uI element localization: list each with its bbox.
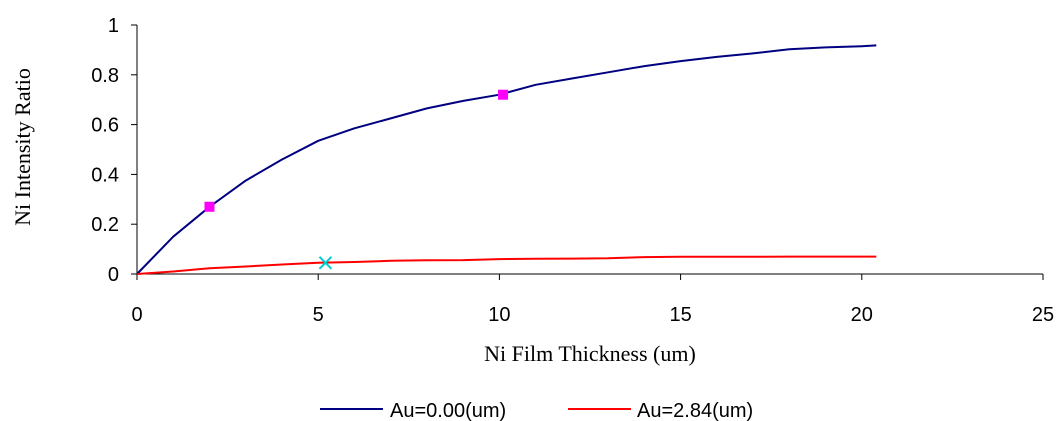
x-axis-title: Ni Film Thickness (um) (484, 341, 696, 366)
x-tick-label: 5 (313, 304, 324, 326)
x-tick-label: 20 (851, 304, 873, 326)
legend: Au=0.00(um) Au=2.84(um) (320, 400, 753, 421)
y-tick-label: 0.6 (91, 115, 119, 137)
y-tick-label: 1 (108, 15, 119, 37)
x-tick-label: 10 (488, 304, 510, 326)
x-ticks: 0 5 10 15 20 25 (131, 274, 1054, 326)
y-tick-label: 0.4 (91, 164, 119, 186)
data-marker-cross (318, 256, 333, 270)
series-line-0 (136, 44, 877, 275)
y-tick-label: 0.2 (91, 214, 119, 236)
x-tick-label: 0 (131, 304, 142, 326)
y-tick-label: 0.8 (91, 65, 119, 87)
series-line-1 (136, 255, 877, 275)
series-layer (136, 44, 877, 275)
data-marker-square (498, 89, 509, 100)
legend-label-au-0: Au=0.00(um) (390, 400, 506, 421)
y-ticks: 0 0.2 0.4 0.6 0.8 1 (91, 15, 137, 286)
y-axis-title: Ni Intensity Ratio (10, 68, 35, 226)
marker-layer (204, 89, 509, 270)
data-marker-square (204, 201, 215, 212)
x-tick-label: 15 (669, 304, 691, 326)
x-tick-label: 25 (1032, 304, 1054, 326)
y-tick-label: 0 (108, 264, 119, 286)
legend-label-au-284: Au=2.84(um) (637, 400, 753, 421)
